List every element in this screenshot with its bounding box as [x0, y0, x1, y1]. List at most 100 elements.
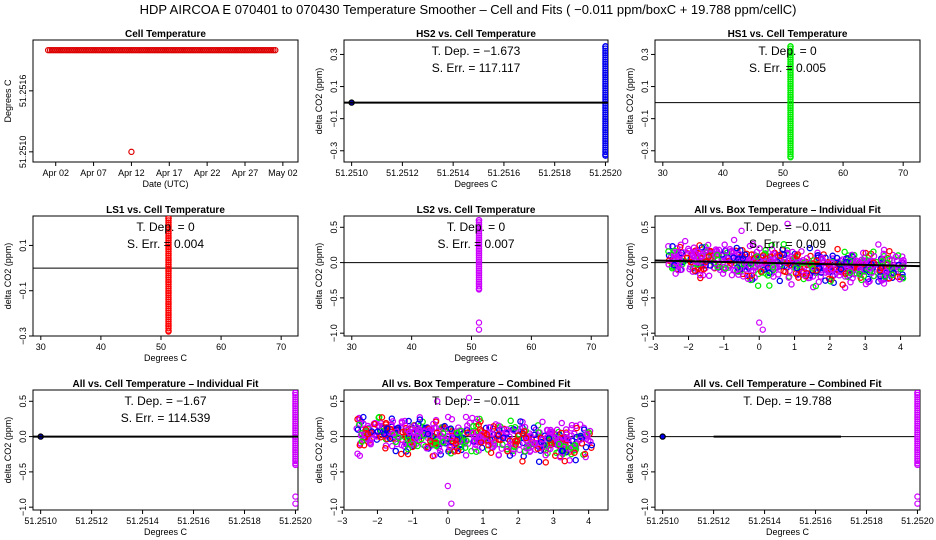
data-point: [487, 449, 495, 457]
data-point: [165, 265, 172, 273]
data-point: [165, 294, 172, 301]
data-point: [382, 442, 390, 449]
x-tick-label: 51.2512: [697, 516, 730, 526]
data-point: [754, 282, 762, 289]
data-point: [530, 424, 538, 431]
series-hs2: [602, 43, 608, 159]
data-point: [547, 426, 554, 434]
data-point: [756, 319, 763, 326]
data-point: [561, 457, 568, 465]
data-point: [914, 433, 920, 441]
series-all: [914, 390, 920, 469]
series-ls1: [165, 216, 172, 335]
data-point: [515, 431, 523, 438]
data-point: [789, 248, 796, 256]
data-point: [292, 407, 298, 414]
data-point: [862, 266, 870, 273]
x-tick-label: 0: [757, 342, 762, 352]
x-tick-label: 4: [586, 516, 591, 526]
data-point: [292, 398, 298, 405]
plot-frame: [343, 389, 609, 511]
y-tick-label: −0.3: [640, 142, 650, 160]
data-point: [448, 415, 456, 423]
data-point: [165, 232, 172, 240]
data-point: [781, 258, 789, 266]
data-point: [762, 246, 769, 254]
data-point: [272, 46, 279, 54]
data-point: [815, 278, 823, 286]
plot-frame: [32, 389, 299, 511]
data-point: [785, 274, 792, 281]
data-point: [914, 413, 920, 421]
y-tick-label: 0.0: [640, 256, 650, 269]
x-tick-label: 40: [718, 168, 728, 178]
data-point: [914, 446, 920, 454]
series-hs1: [787, 43, 794, 161]
data-point: [165, 261, 172, 268]
data-point: [165, 256, 172, 264]
data-point: [582, 443, 590, 451]
data-point: [571, 449, 578, 456]
data-point: [270, 46, 277, 54]
data-point: [434, 398, 441, 405]
data-point: [775, 271, 782, 278]
data-point: [782, 268, 789, 276]
data-point: [787, 60, 794, 68]
data-point: [486, 430, 494, 437]
data-point: [475, 243, 483, 250]
x-tick-label: 30: [658, 168, 668, 178]
data-point: [787, 78, 794, 85]
data-point: [534, 445, 541, 452]
data-point: [165, 300, 172, 308]
data-point: [914, 390, 920, 397]
data-point: [602, 89, 608, 96]
data-point: [436, 431, 444, 438]
data-point: [914, 422, 920, 430]
data-point: [899, 275, 907, 282]
data-point: [521, 423, 529, 431]
data-point: [469, 429, 476, 437]
y-tick-label: 0.0: [640, 430, 650, 443]
data-point: [602, 62, 608, 70]
data-point: [165, 243, 172, 251]
data-point: [856, 270, 863, 278]
data-point: [378, 414, 386, 421]
data-point: [292, 437, 298, 445]
data-point: [806, 244, 814, 252]
series-all-outliers: [292, 493, 298, 507]
data-point: [787, 117, 794, 125]
data-point: [361, 431, 368, 439]
data-point: [914, 402, 920, 410]
data-point: [476, 433, 483, 440]
data-point: [602, 73, 608, 81]
data-point: [602, 144, 608, 151]
data-point: [793, 264, 801, 272]
plot-area: [344, 43, 608, 159]
data-point: [475, 249, 483, 257]
data-point: [787, 51, 794, 59]
y-tick-label: 0.0: [329, 430, 339, 443]
x-tick-label: 70: [586, 342, 596, 352]
data-point: [722, 265, 729, 272]
x-tick-label: 51.2516: [488, 168, 521, 178]
data-point: [165, 309, 172, 317]
x-tick-label: 51.2512: [75, 516, 108, 526]
data-point: [577, 436, 584, 443]
y-tick-label: 0.5: [329, 395, 339, 408]
y-tick-label: −0.5: [640, 463, 650, 481]
data-point: [292, 429, 298, 436]
data-point: [405, 417, 412, 425]
data-point: [691, 267, 699, 274]
x-tick-label: 70: [276, 342, 286, 352]
data-point: [787, 120, 794, 127]
data-point: [914, 440, 920, 447]
plot-area: [344, 216, 608, 333]
fit-annotation: T. Dep. = −1.67: [124, 394, 206, 408]
x-tick-label: −1: [719, 342, 729, 352]
y-tick-label: 0.5: [329, 221, 339, 234]
data-point: [544, 426, 551, 434]
data-point: [914, 398, 920, 405]
y-axis-label: delta CO2 (ppm): [314, 243, 324, 310]
data-point: [427, 437, 434, 445]
data-point: [416, 427, 424, 435]
